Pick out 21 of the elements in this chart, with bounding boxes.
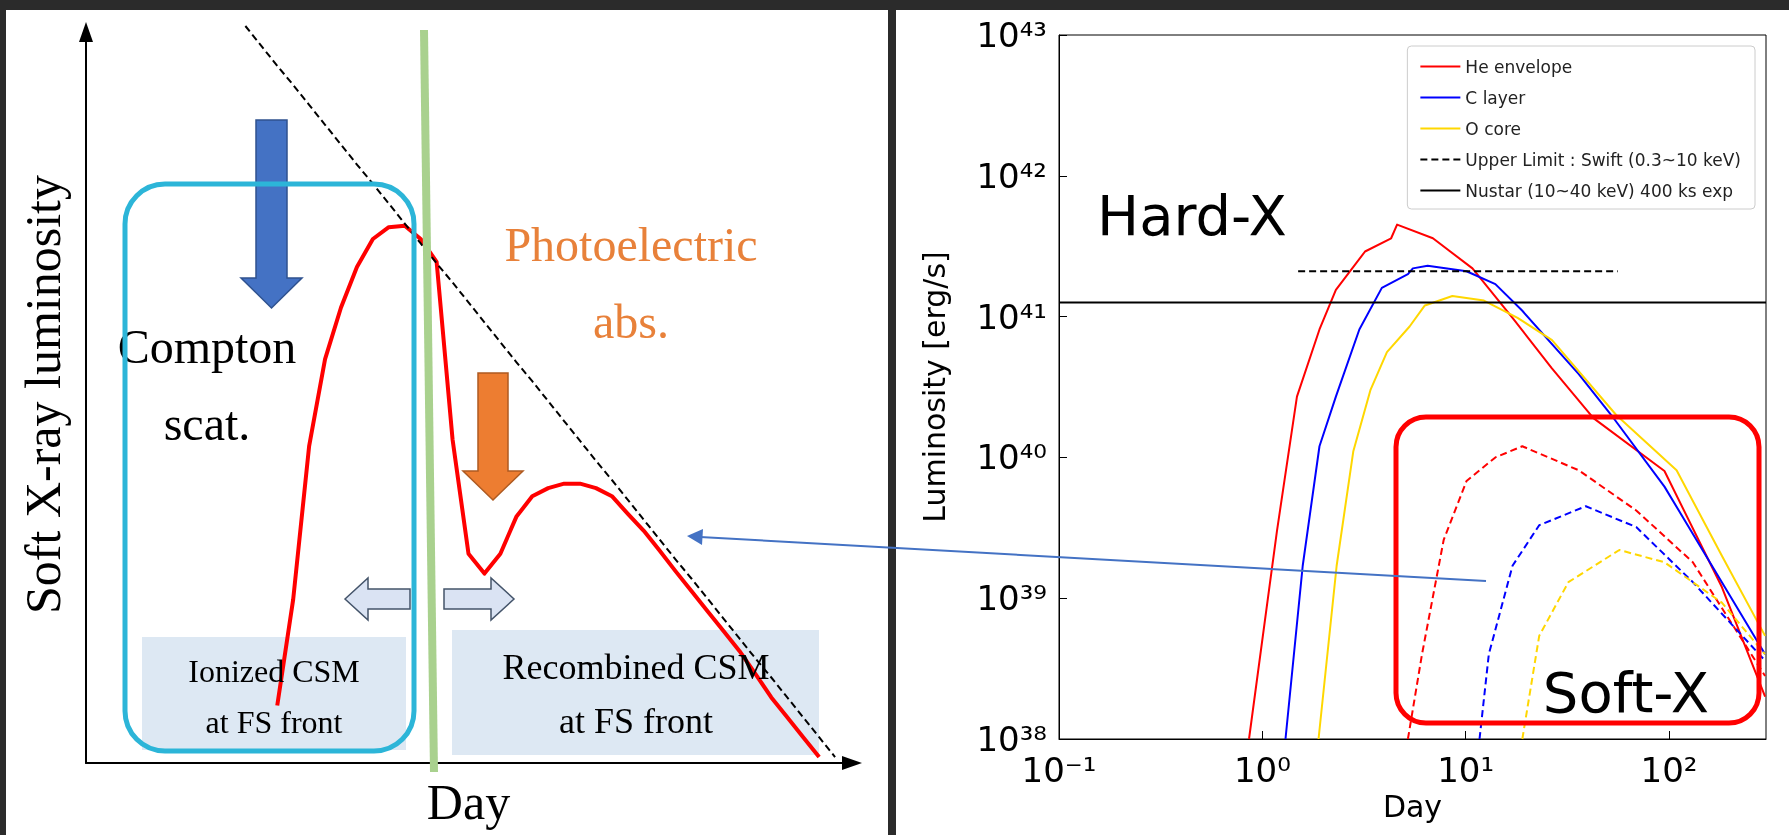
x-axis-title: Day — [1382, 789, 1443, 825]
annotation: Photoelectric abs. — [504, 218, 758, 348]
x-tick-label: 10⁻¹ — [1021, 750, 1097, 790]
x-tick-label: 10¹ — [1437, 750, 1495, 790]
legend-label: Nustar (10~40 keV) 400 ks exp — [1465, 180, 1734, 201]
y-tick-label: 10⁴¹ — [976, 296, 1047, 337]
legend-label: He envelope — [1465, 56, 1573, 77]
annotation: Soft-X — [1542, 659, 1710, 725]
x-axis-title: Day — [426, 774, 511, 830]
y-tick-label: 10³⁹ — [976, 578, 1047, 619]
legend-label: Upper Limit : Swift (0.3~10 keV) — [1465, 149, 1741, 170]
y-axis-title: Luminosity [erg/s] — [916, 251, 952, 523]
x-tick-label: 10⁰ — [1233, 750, 1291, 790]
y-axis-title: Soft X-ray luminosity — [15, 175, 71, 614]
y-tick-label: 10⁴³ — [976, 15, 1047, 55]
y-tick-label: 10⁴² — [976, 155, 1047, 196]
annotation: Hard-X — [1097, 182, 1287, 248]
y-tick-label: 10⁴⁰ — [976, 437, 1047, 478]
legend-label: C layer — [1465, 87, 1526, 108]
legend-label: O core — [1465, 118, 1521, 139]
x-tick-label: 10² — [1640, 750, 1698, 790]
